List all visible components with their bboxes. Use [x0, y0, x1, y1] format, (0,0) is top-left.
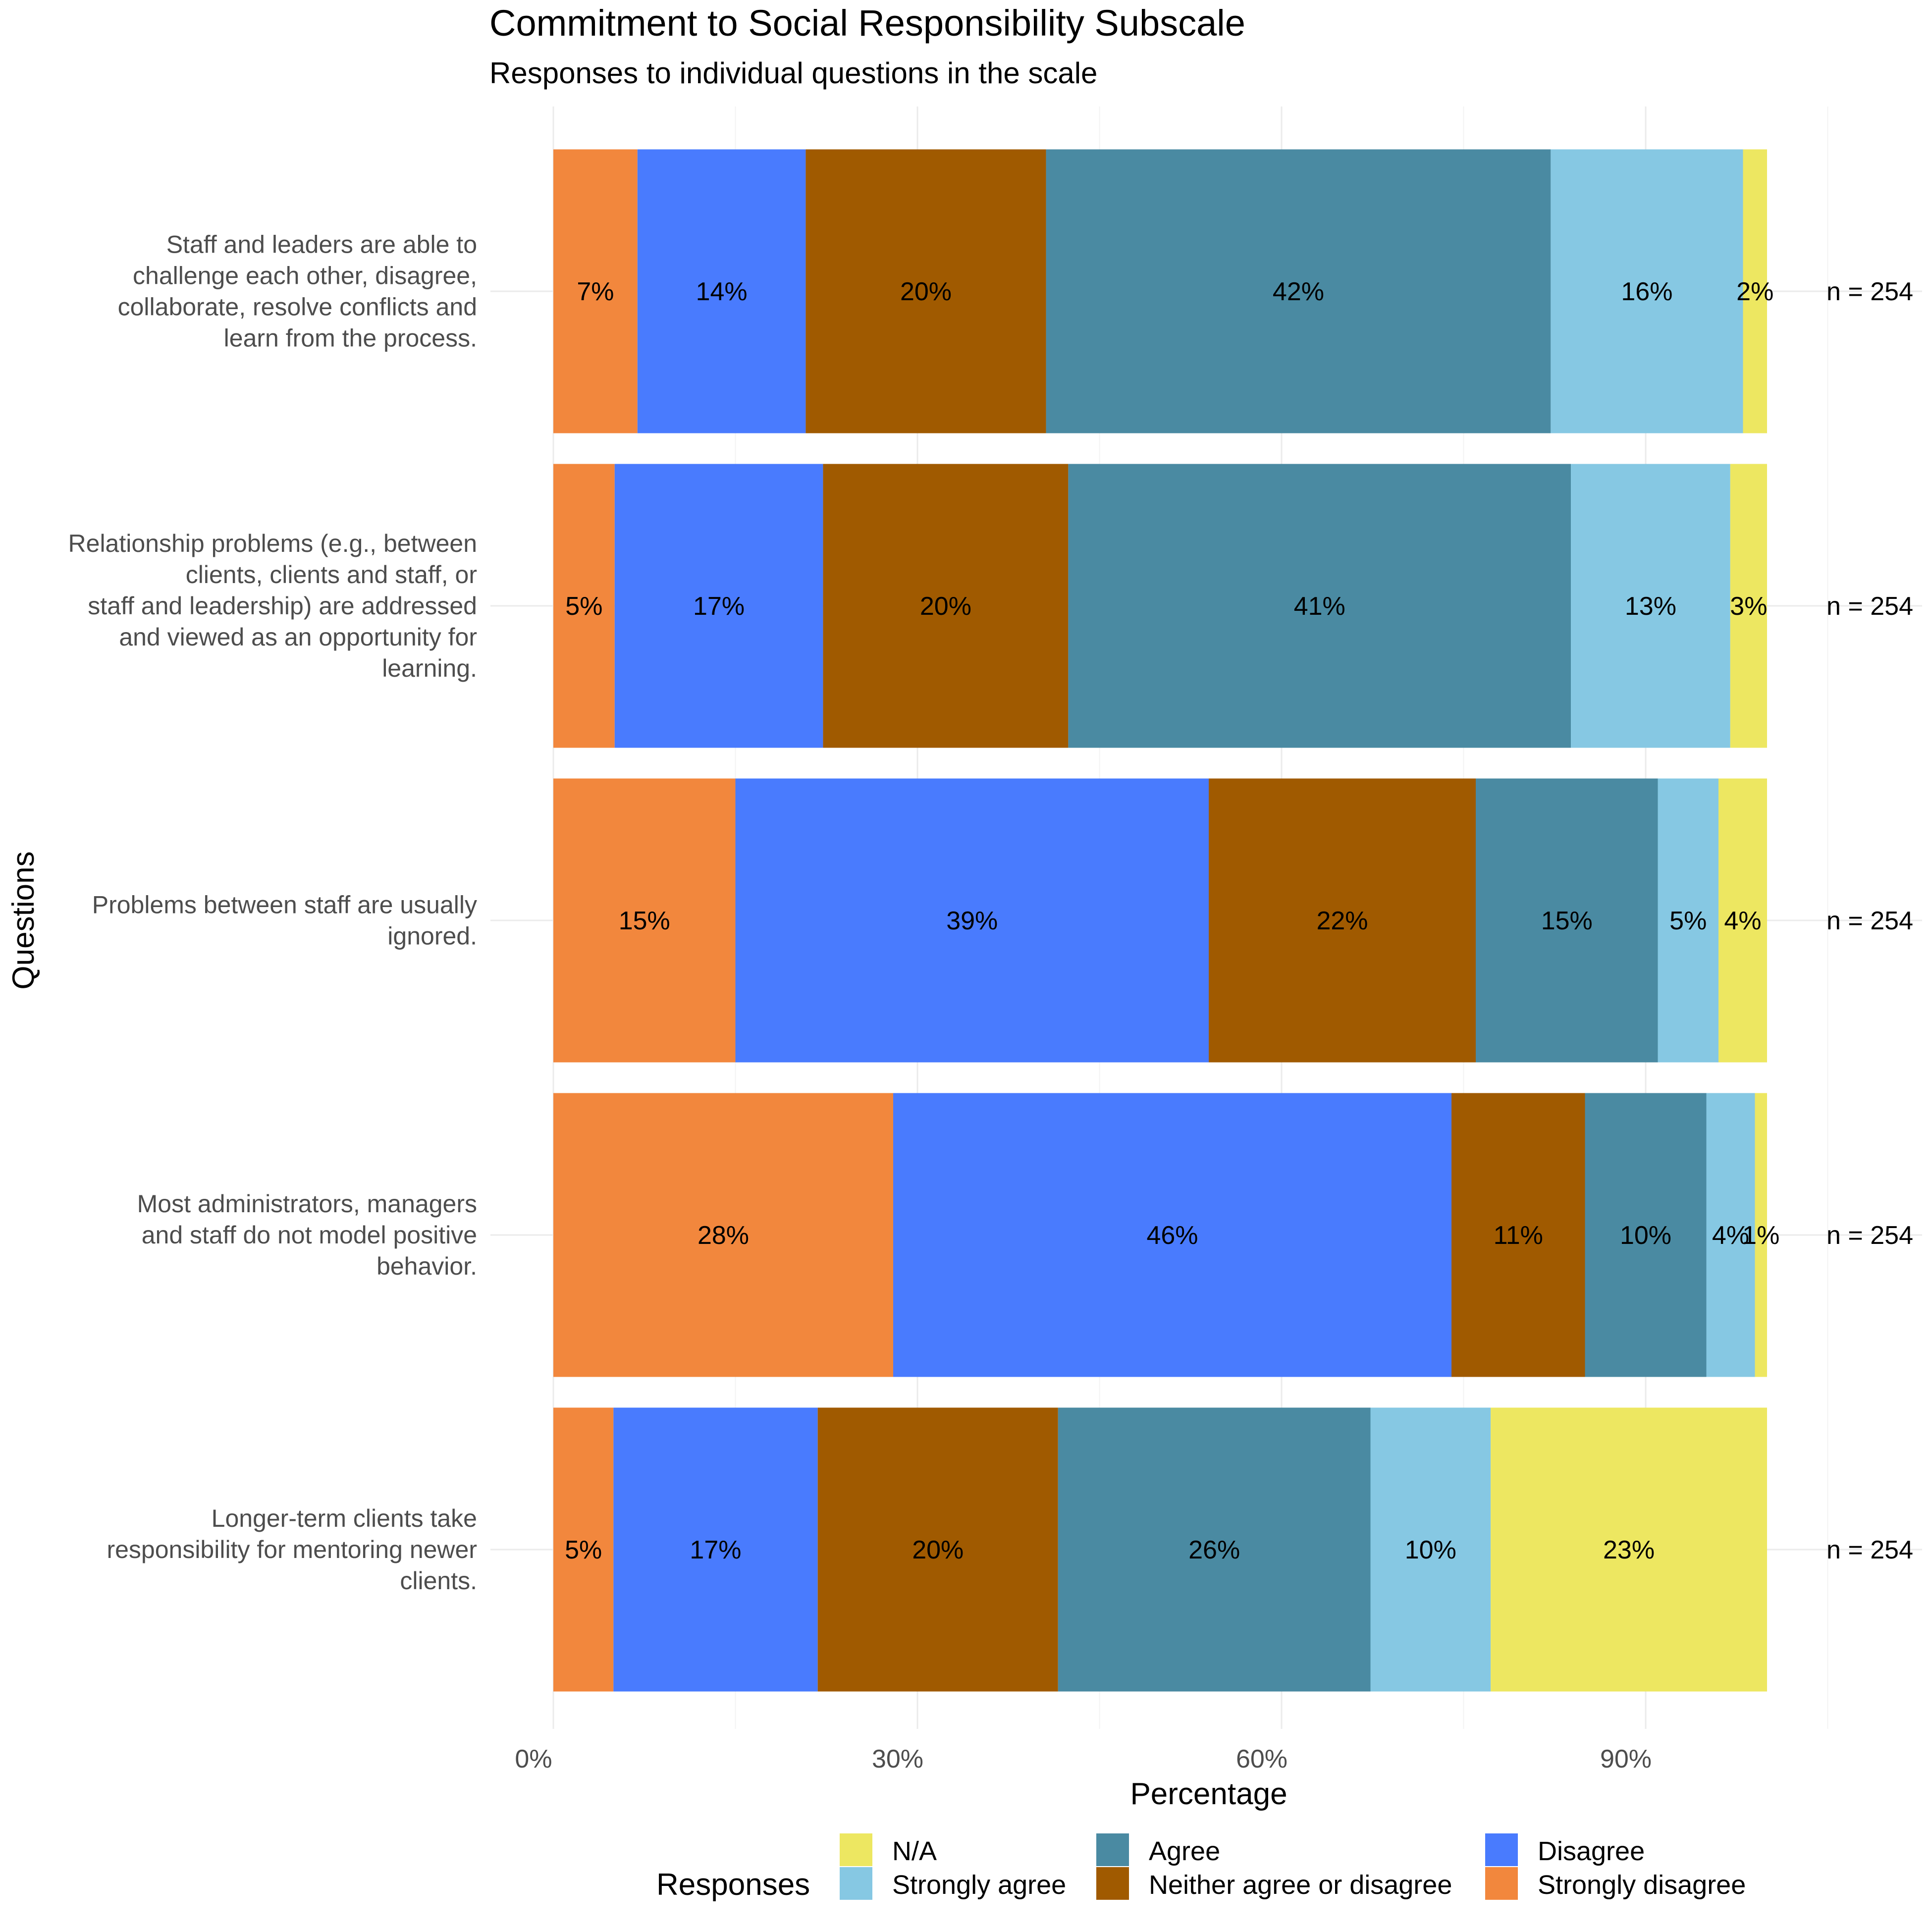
segment-label-disagree-row-3: 39% — [946, 907, 998, 935]
x-tick-label-0: 0% — [515, 1745, 552, 1773]
segment-label-strongly-agree-row-4: 4% — [1712, 1221, 1749, 1250]
segment-label-strongly-disagree-row-2: 5% — [565, 592, 602, 621]
segment-label-n-a-row-4: 1% — [1742, 1221, 1779, 1250]
bar-segment-agree-row-5 — [1058, 1407, 1371, 1692]
bar-segment-neither-agree-or-disagree-row-3 — [1209, 778, 1476, 1063]
segment-labels: 7% 14% 20% 42% 16% 2% 5% 17% 20% 41% 13% 3% 15% 39% 22… — [565, 277, 1779, 1564]
bar-segment-strongly-agree-row-2 — [1571, 464, 1730, 748]
y-axis-labels: Staff and leaders are able to challenge e… — [68, 231, 477, 1595]
bar-segment-disagree-row-2 — [614, 464, 823, 748]
bar-segment-strongly-agree-row-1 — [1551, 149, 1743, 433]
segment-label-agree-row-4: 10% — [1620, 1221, 1671, 1250]
n-label-row-2: n = 254 — [1826, 592, 1913, 621]
segment-label-disagree-row-5: 17% — [690, 1536, 741, 1564]
legend-swatch-agree — [1096, 1833, 1129, 1866]
bar-segment-strongly-agree-row-4 — [1706, 1093, 1755, 1377]
x-tick-label-60: 60% — [1236, 1745, 1288, 1773]
segment-label-strongly-agree-row-3: 5% — [1669, 907, 1707, 935]
bar-segment-disagree-row-4 — [893, 1093, 1451, 1377]
bar-segment-agree-row-2 — [1068, 464, 1571, 748]
bar-segment-strongly-disagree-row-5 — [553, 1407, 614, 1692]
legend-swatch-n-a — [840, 1833, 872, 1866]
n-label-row-5: n = 254 — [1826, 1536, 1913, 1564]
bar-segment-n-a-row-1 — [1743, 149, 1767, 433]
y-axis-label-row-2: Relationship problems (e.g., between clie… — [68, 530, 477, 682]
bar-segment-agree-row-1 — [1046, 149, 1551, 433]
segment-label-n-a-row-5: 23% — [1603, 1536, 1655, 1564]
bar-segment-neither-agree-or-disagree-row-2 — [823, 464, 1069, 748]
segment-label-agree-row-2: 41% — [1294, 592, 1345, 621]
chart-title: Commitment to Social Responsibility Subs… — [489, 2, 1245, 44]
bar-segment-agree-row-3 — [1476, 778, 1658, 1063]
legend-swatch-disagree — [1485, 1833, 1518, 1866]
legend-swatch-neither-agree-or-disagree — [1096, 1867, 1129, 1900]
x-axis-title: Percentage — [1130, 1777, 1287, 1811]
legend-swatch-strongly-disagree — [1485, 1867, 1518, 1900]
legend-title: Responses — [656, 1868, 810, 1902]
bar-segment-n-a-row-2 — [1730, 464, 1767, 748]
segment-label-neither-agree-or-disagree-row-2: 20% — [920, 592, 971, 621]
bar-segment-n-a-row-3 — [1718, 778, 1767, 1063]
segment-label-n-a-row-2: 3% — [1730, 592, 1767, 621]
x-axis-ticks: 0% 30% 60% 90% — [515, 1745, 1652, 1773]
y-axis-label-row-4: Most administrators, managers and staff d… — [137, 1190, 477, 1280]
segment-label-strongly-agree-row-5: 10% — [1405, 1536, 1456, 1564]
segment-label-disagree-row-2: 17% — [693, 592, 745, 621]
segment-label-n-a-row-3: 4% — [1724, 907, 1761, 935]
legend: Responses N/A Strongly agree Agree Neither … — [656, 1833, 1746, 1902]
bar-segment-neither-agree-or-disagree-row-5 — [817, 1407, 1058, 1692]
legend-swatch-strongly-agree — [840, 1867, 872, 1900]
bar-segment-neither-agree-or-disagree-row-4 — [1451, 1093, 1585, 1377]
segment-label-strongly-disagree-row-4: 28% — [698, 1221, 749, 1250]
legend-label-disagree: Disagree — [1538, 1836, 1645, 1866]
bar-segment-strongly-disagree-row-3 — [553, 778, 736, 1063]
segment-label-strongly-disagree-row-5: 5% — [565, 1536, 602, 1564]
segment-label-strongly-agree-row-2: 13% — [1625, 592, 1676, 621]
segment-label-neither-agree-or-disagree-row-4: 11% — [1494, 1221, 1543, 1250]
segment-label-disagree-row-1: 14% — [696, 277, 748, 306]
y-axis-label-row-5: Longer-term clients take responsibility f… — [107, 1504, 477, 1595]
n-label-row-1: n = 254 — [1826, 277, 1913, 306]
bar-segment-disagree-row-3 — [735, 778, 1209, 1063]
segment-label-disagree-row-4: 46% — [1146, 1221, 1198, 1250]
bar-segment-strongly-disagree-row-4 — [553, 1093, 893, 1377]
bar-segment-strongly-disagree-row-1 — [553, 149, 638, 433]
bar-segment-strongly-disagree-row-2 — [553, 464, 615, 748]
x-tick-label-30: 30% — [872, 1745, 923, 1773]
y-axis-label-row-1: Staff and leaders are able to challenge e… — [118, 231, 477, 352]
segment-label-neither-agree-or-disagree-row-3: 22% — [1316, 907, 1368, 935]
bar-segment-strongly-agree-row-5 — [1370, 1407, 1491, 1692]
bar-segment-neither-agree-or-disagree-row-1 — [805, 149, 1046, 433]
bar-segment-disagree-row-5 — [613, 1407, 818, 1692]
bar-segment-n-a-row-4 — [1755, 1093, 1767, 1377]
n-label-row-4: n = 254 — [1826, 1221, 1913, 1250]
y-axis-label-row-3: Problems between staff are usually ignore… — [92, 891, 477, 950]
y-axis-title: Questions — [6, 851, 41, 989]
segment-label-n-a-row-1: 2% — [1736, 277, 1773, 306]
segment-label-agree-row-1: 42% — [1273, 277, 1324, 306]
segment-label-neither-agree-or-disagree-row-1: 20% — [900, 277, 952, 306]
bar-segment-n-a-row-5 — [1491, 1407, 1767, 1692]
segment-label-strongly-disagree-row-1: 7% — [577, 277, 614, 306]
legend-label-strongly-agree: Strongly agree — [892, 1870, 1066, 1900]
bars — [553, 149, 1767, 1692]
segment-label-strongly-disagree-row-3: 15% — [619, 907, 670, 935]
bar-segment-agree-row-4 — [1585, 1093, 1707, 1377]
segment-label-agree-row-5: 26% — [1188, 1536, 1240, 1564]
segment-label-neither-agree-or-disagree-row-5: 20% — [912, 1536, 964, 1564]
x-tick-label-90: 90% — [1600, 1745, 1652, 1773]
chart-subtitle: Responses to individual questions in the… — [489, 56, 1097, 90]
legend-label-agree: Agree — [1149, 1836, 1220, 1866]
n-labels: n = 254 n = 254 n = 254 n = 254 n = 254 — [1826, 277, 1913, 1564]
legend-label-strongly-disagree: Strongly disagree — [1538, 1870, 1746, 1900]
n-label-row-3: n = 254 — [1826, 907, 1913, 935]
legend-label-n-a: N/A — [892, 1836, 937, 1866]
segment-label-agree-row-3: 15% — [1541, 907, 1593, 935]
bar-segment-disagree-row-1 — [637, 149, 806, 433]
legend-label-neither-agree-or-disagree: Neither agree or disagree — [1149, 1870, 1452, 1900]
bar-segment-strongly-agree-row-3 — [1658, 778, 1718, 1063]
segment-label-strongly-agree-row-1: 16% — [1621, 277, 1672, 306]
